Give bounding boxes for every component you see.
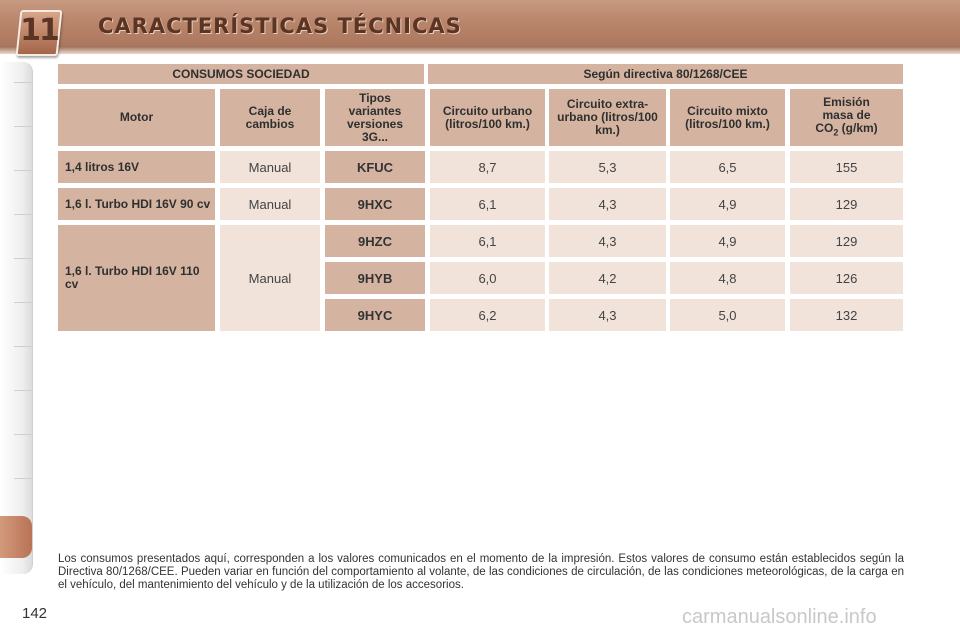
gearbox-cell: Manual (220, 151, 320, 183)
header-band (0, 0, 960, 52)
col-header-gearbox: Caja de cambios (220, 89, 320, 146)
extra-urban-value: 4,3 (549, 225, 666, 257)
extra-urban-value: 4,3 (549, 188, 666, 220)
engine-label: 1,6 l. Turbo HDI 16V 90 cv (58, 188, 215, 220)
mixed-value: 5,0 (670, 299, 785, 331)
tab-divider (14, 126, 32, 127)
col-header-variants: Tipos variantes versiones 3G... (325, 89, 425, 146)
mixed-value: 6,5 (670, 151, 785, 183)
chapter-number: 11 (20, 13, 60, 48)
tab-divider (14, 170, 32, 171)
chapter-tab-active[interactable] (0, 516, 32, 558)
col-header-extra-urban: Circuito extra-urbano (litros/100 km.) (549, 89, 666, 146)
col-header-co2: Emisión masa de CO2 (g/km) (790, 89, 903, 146)
variant-code: 9HXC (325, 188, 425, 220)
co2-unit: (g/km) (838, 120, 878, 135)
table-title-right: Según directiva 80/1268/CEE (428, 64, 903, 84)
urban-value: 8,7 (430, 151, 545, 183)
urban-value: 6,1 (430, 188, 545, 220)
header-shadow (0, 46, 960, 54)
mixed-value: 4,9 (670, 225, 785, 257)
tab-divider (14, 434, 32, 435)
footnote: Los consumos presentados aquí, correspon… (58, 553, 904, 591)
page-number: 142 (22, 605, 48, 622)
table-title-left: CONSUMOS SOCIEDAD (58, 64, 424, 84)
co2-value: 129 (790, 188, 903, 220)
tab-divider (14, 258, 32, 259)
watermark: carmanualsonline.info (682, 606, 877, 628)
co2-value: 155 (790, 151, 903, 183)
col-header-urban: Circuito urbano (litros/100 km.) (430, 89, 545, 146)
co2-header-line2: CO2 (g/km) (815, 120, 878, 139)
col-header-mixed: Circuito mixto (litros/100 km.) (670, 89, 785, 146)
col-header-motor: Motor (58, 89, 215, 146)
engine-label: 1,4 litros 16V (58, 151, 215, 183)
mixed-value: 4,9 (670, 188, 785, 220)
variant-code: KFUC (325, 151, 425, 183)
co2-value: 132 (790, 299, 903, 331)
co2-header-line1: Emisión masa de (822, 94, 871, 122)
tab-divider (14, 390, 32, 391)
gearbox-cell: Manual (220, 225, 320, 331)
extra-urban-value: 5,3 (549, 151, 666, 183)
gearbox-cell: Manual (220, 188, 320, 220)
co2-label: CO (815, 120, 834, 135)
co2-value: 129 (790, 225, 903, 257)
chapter-tab-strip (0, 62, 33, 574)
urban-value: 6,1 (430, 225, 545, 257)
engine-label: 1,6 l. Turbo HDI 16V 110 cv (58, 225, 215, 331)
tab-divider (14, 346, 32, 347)
extra-urban-value: 4,3 (549, 299, 666, 331)
co2-subscript: 2 (833, 127, 839, 138)
mixed-value: 4,8 (670, 262, 785, 294)
variant-code: 9HYB (325, 262, 425, 294)
co2-value: 126 (790, 262, 903, 294)
page-title: CARACTERÍSTICAS TÉCNICAS (98, 14, 462, 38)
urban-value: 6,2 (430, 299, 545, 331)
tab-divider (14, 302, 32, 303)
tab-divider (14, 82, 32, 83)
urban-value: 6,0 (430, 262, 545, 294)
variant-code: 9HYC (325, 299, 425, 331)
variant-code: 9HZC (325, 225, 425, 257)
tab-divider (14, 214, 32, 215)
extra-urban-value: 4,2 (549, 262, 666, 294)
tab-divider (14, 478, 32, 479)
